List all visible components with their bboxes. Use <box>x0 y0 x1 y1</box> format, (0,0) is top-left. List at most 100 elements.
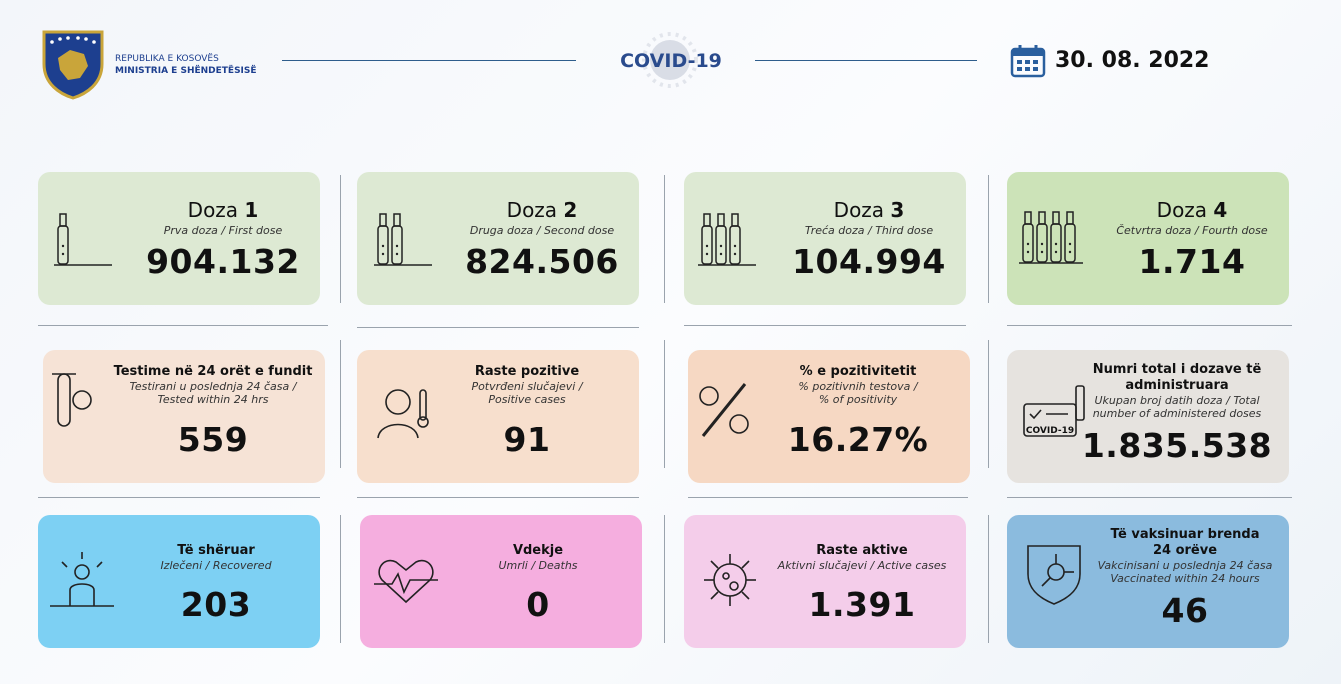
card-title: Doza 4 <box>1157 198 1228 222</box>
card-title: administruara <box>1125 378 1229 393</box>
card-subtitle: Izlečeni / Recovered <box>160 559 272 572</box>
card-title: Numri total i dozave të <box>1092 362 1262 377</box>
card-subtitle: Druga doza / Second dose <box>469 224 615 237</box>
icon-shape <box>69 583 95 606</box>
icon-shape <box>703 213 711 227</box>
card-value: 559 <box>177 420 249 459</box>
dose-number: 2 <box>563 198 578 222</box>
card-subtitle: Treća doza / Third dose <box>804 224 934 237</box>
card-subtitle: Testirani u poslednja 24 časa / <box>129 380 297 393</box>
column-rule <box>664 175 665 303</box>
card-subtitle: Positive cases <box>488 393 566 406</box>
card-subtitle: Četvrtra doza / Fourth dose <box>1116 224 1268 237</box>
card-icon <box>698 213 756 266</box>
stat-card <box>43 350 325 483</box>
icon-shape <box>710 560 719 569</box>
card-subtitle: Prva doza / First dose <box>163 224 283 237</box>
column-rule <box>340 175 341 303</box>
stat-card <box>360 515 642 648</box>
card-subtitle: Potvrđeni slučajevi / <box>471 380 583 393</box>
card-subtitle: number of administered doses <box>1092 407 1262 420</box>
card-value: 1.714 <box>1138 242 1246 281</box>
card-icon <box>374 559 438 604</box>
card-title: Raste pozitive <box>474 364 580 379</box>
icon-shape <box>1038 211 1046 225</box>
icon-shape <box>381 252 385 256</box>
icon-shape <box>1054 242 1058 246</box>
card-icon <box>1019 211 1083 264</box>
column-rule <box>664 340 665 468</box>
card-subtitle: Aktivni slučajevi / Active cases <box>777 559 947 572</box>
stat-card <box>1007 515 1289 648</box>
icon-shape <box>704 554 756 606</box>
card-value: 1.391 <box>808 585 916 624</box>
card-subtitle: Vaccinated within 24 hours <box>1110 572 1260 585</box>
icon-shape <box>1041 577 1051 587</box>
icon-shape <box>1029 409 1042 420</box>
dose-number: 3 <box>890 198 905 222</box>
icon-shape <box>729 581 739 591</box>
icon-shape <box>1040 242 1044 246</box>
card-icon <box>1023 385 1085 437</box>
icon-shape <box>710 591 719 600</box>
icon-shape <box>377 423 419 439</box>
column-rule <box>340 515 341 643</box>
row-rule <box>38 497 320 498</box>
card-icon <box>52 373 92 427</box>
card-subtitle: Tested within 24 hrs <box>157 393 269 406</box>
icon-shape <box>1026 242 1030 246</box>
icon-shape <box>385 389 411 415</box>
header-rule <box>755 60 977 61</box>
card-icon <box>374 213 432 266</box>
icon-shape <box>729 414 749 434</box>
card-title: Raste aktive <box>816 543 908 558</box>
card-subtitle: % of positivity <box>818 393 898 406</box>
card-icon <box>50 552 114 607</box>
calendar-icon <box>1010 45 1046 78</box>
icon-shape <box>74 564 90 580</box>
row-rule <box>688 497 968 498</box>
org-line: REPUBLIKA E KOSOVËS <box>115 54 219 64</box>
card-title: 24 orëve <box>1152 543 1218 558</box>
logo <box>42 30 104 100</box>
stat-card <box>684 515 966 648</box>
card-subtitle: Umrli / Deaths <box>498 559 578 572</box>
column-rule <box>988 340 989 468</box>
icon-shape <box>719 252 723 256</box>
stat-card <box>684 172 966 305</box>
icon-shape <box>1052 211 1060 225</box>
date: 30. 08. 2022 <box>1055 48 1210 73</box>
column-rule <box>988 515 989 643</box>
card-title: Testime në 24 orët e fundit <box>113 364 313 379</box>
title-text: Doza <box>1156 198 1208 222</box>
card-icon <box>54 213 112 266</box>
icon-shape <box>1026 250 1030 254</box>
row-rule <box>1007 325 1292 326</box>
icon-shape <box>395 252 399 256</box>
card-title: Doza 2 <box>507 198 578 222</box>
virus-bg <box>642 32 698 88</box>
icon-shape <box>96 561 103 568</box>
icon-shape <box>1068 242 1072 246</box>
card-subtitle: Ukupan broj datih doza / Total <box>1094 394 1260 407</box>
card-icon <box>699 383 749 437</box>
card-title: % e pozitivitetit <box>799 364 917 379</box>
icon-shape <box>1047 563 1065 581</box>
card-value: 46 <box>1161 591 1209 630</box>
stat-card <box>357 172 639 305</box>
icon-shape <box>395 244 399 248</box>
icon-shape <box>719 244 723 248</box>
icon-shape <box>717 213 725 227</box>
icon-shape <box>701 383 747 437</box>
card-value: 904.132 <box>146 242 300 281</box>
icon-shape <box>393 213 401 227</box>
icon-shape <box>61 561 68 568</box>
header-title: COVID-19 <box>620 50 722 72</box>
dose-number: 1 <box>244 198 259 222</box>
card-value: 16.27% <box>787 420 929 459</box>
icon-shape <box>378 559 434 604</box>
org-line: MINISTRIA E SHËNDETËSISË <box>115 66 257 76</box>
stat-card <box>38 515 320 648</box>
icon-shape <box>381 244 385 248</box>
